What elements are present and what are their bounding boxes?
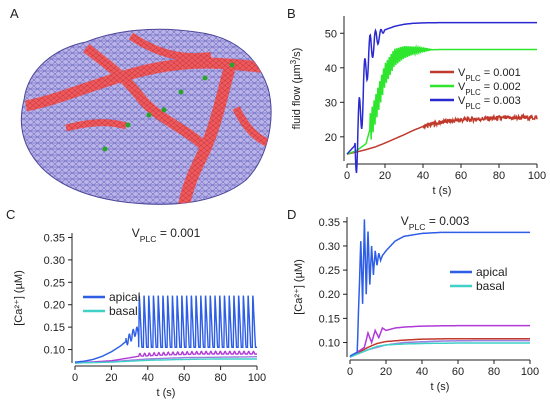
x-tick-label: 20 — [379, 170, 391, 182]
cell-mesh-figure — [20, 28, 272, 205]
y-tick-label: 0.10 — [44, 345, 65, 357]
series-line-2 — [349, 342, 530, 358]
y-axis-label: fluid flow (µm3/s) — [289, 48, 304, 130]
y-tick-label: 0.25 — [44, 277, 65, 289]
series-line-4 — [349, 337, 530, 358]
x-tick-label: 100 — [521, 366, 539, 378]
x-axis-label: t (s) — [433, 185, 452, 197]
legend-label: basal — [476, 279, 505, 293]
y-axis-label: [Ca²⁺] (µM) — [13, 270, 25, 326]
y-tick-label: 0.35 — [319, 217, 340, 229]
legend-label: basal — [109, 304, 138, 318]
series-line-2 — [346, 44, 537, 155]
x-tick-label: 60 — [455, 170, 467, 182]
y-tick-label: 0.25 — [319, 265, 340, 277]
series-line-3 — [75, 350, 257, 364]
y-tick-label: 0.20 — [44, 300, 65, 312]
panel-letter-a: A — [10, 6, 19, 21]
x-tick-label: 40 — [417, 170, 429, 182]
y-tick-label: 0.20 — [319, 289, 340, 301]
x-tick-label: 60 — [452, 366, 464, 378]
panel-letter-b: B — [287, 6, 296, 21]
x-tick-label: 40 — [142, 372, 154, 384]
calcium-chart-high: 0 20 40 60 80 100 0.10 0.15 0.20 0.25 0.30 0.35 t (s… — [293, 214, 539, 393]
y-tick-label: 0.30 — [44, 255, 65, 267]
y-tick-label: 30 — [325, 97, 337, 109]
legend-label: VPLC = 0.002 — [458, 81, 521, 97]
y-tick-label: 20 — [325, 132, 337, 144]
y-tick-label: 0.30 — [319, 241, 340, 253]
x-tick-label: 20 — [105, 372, 117, 384]
x-tick-label: 60 — [178, 372, 190, 384]
x-axis-label: t (s) — [431, 381, 450, 393]
chart-title: VPLC = 0.001 — [132, 226, 201, 244]
y-tick-label: 0.10 — [319, 338, 340, 350]
cell-surface — [20, 28, 272, 205]
series-line-3 — [346, 21, 537, 174]
legend-label: VPLC = 0.001 — [458, 67, 521, 83]
series-line-1 — [349, 219, 530, 357]
legend-label: VPLC = 0.003 — [458, 95, 521, 111]
series-line-1 — [74, 295, 257, 363]
x-tick-label: 100 — [528, 170, 546, 182]
series-line-2 — [75, 358, 257, 364]
x-tick-label: 80 — [214, 372, 226, 384]
x-tick-label: 40 — [416, 366, 428, 378]
x-tick-label: 0 — [347, 366, 353, 378]
legend-label: apical — [109, 290, 140, 304]
x-tick-label: 80 — [488, 366, 500, 378]
y-tick-label: 40 — [325, 63, 337, 75]
legend-label: apical — [476, 265, 507, 279]
y-tick-label: 50 — [325, 28, 337, 40]
x-tick-label: 0 — [344, 170, 350, 182]
series-line-3 — [349, 324, 530, 358]
x-axis-label: t (s) — [157, 387, 176, 399]
y-tick-label: 0.15 — [44, 322, 65, 334]
calcium-chart-low: 0 20 40 60 80 100 0.10 0.15 0.20 0.25 0.30 0.35 t (s… — [13, 226, 266, 399]
x-tick-label: 0 — [72, 372, 78, 384]
panel-letter-d: D — [287, 207, 297, 222]
panel-letter-c: C — [6, 207, 16, 222]
marker-points — [102, 62, 235, 152]
y-tick-label: 0.35 — [44, 232, 65, 244]
y-axis-label: [Ca²⁺] (µM) — [293, 259, 305, 315]
x-tick-label: 80 — [493, 170, 505, 182]
x-tick-label: 100 — [248, 372, 266, 384]
chart-title: VPLC = 0.003 — [401, 214, 470, 232]
y-tick-label: 0.15 — [319, 313, 340, 325]
fluid-flow-chart: 0 20 40 60 80 100 20 30 40 50 t (s) fluid flow (µm3… — [289, 16, 546, 197]
series-line-1 — [346, 112, 538, 155]
x-tick-label: 20 — [380, 366, 392, 378]
